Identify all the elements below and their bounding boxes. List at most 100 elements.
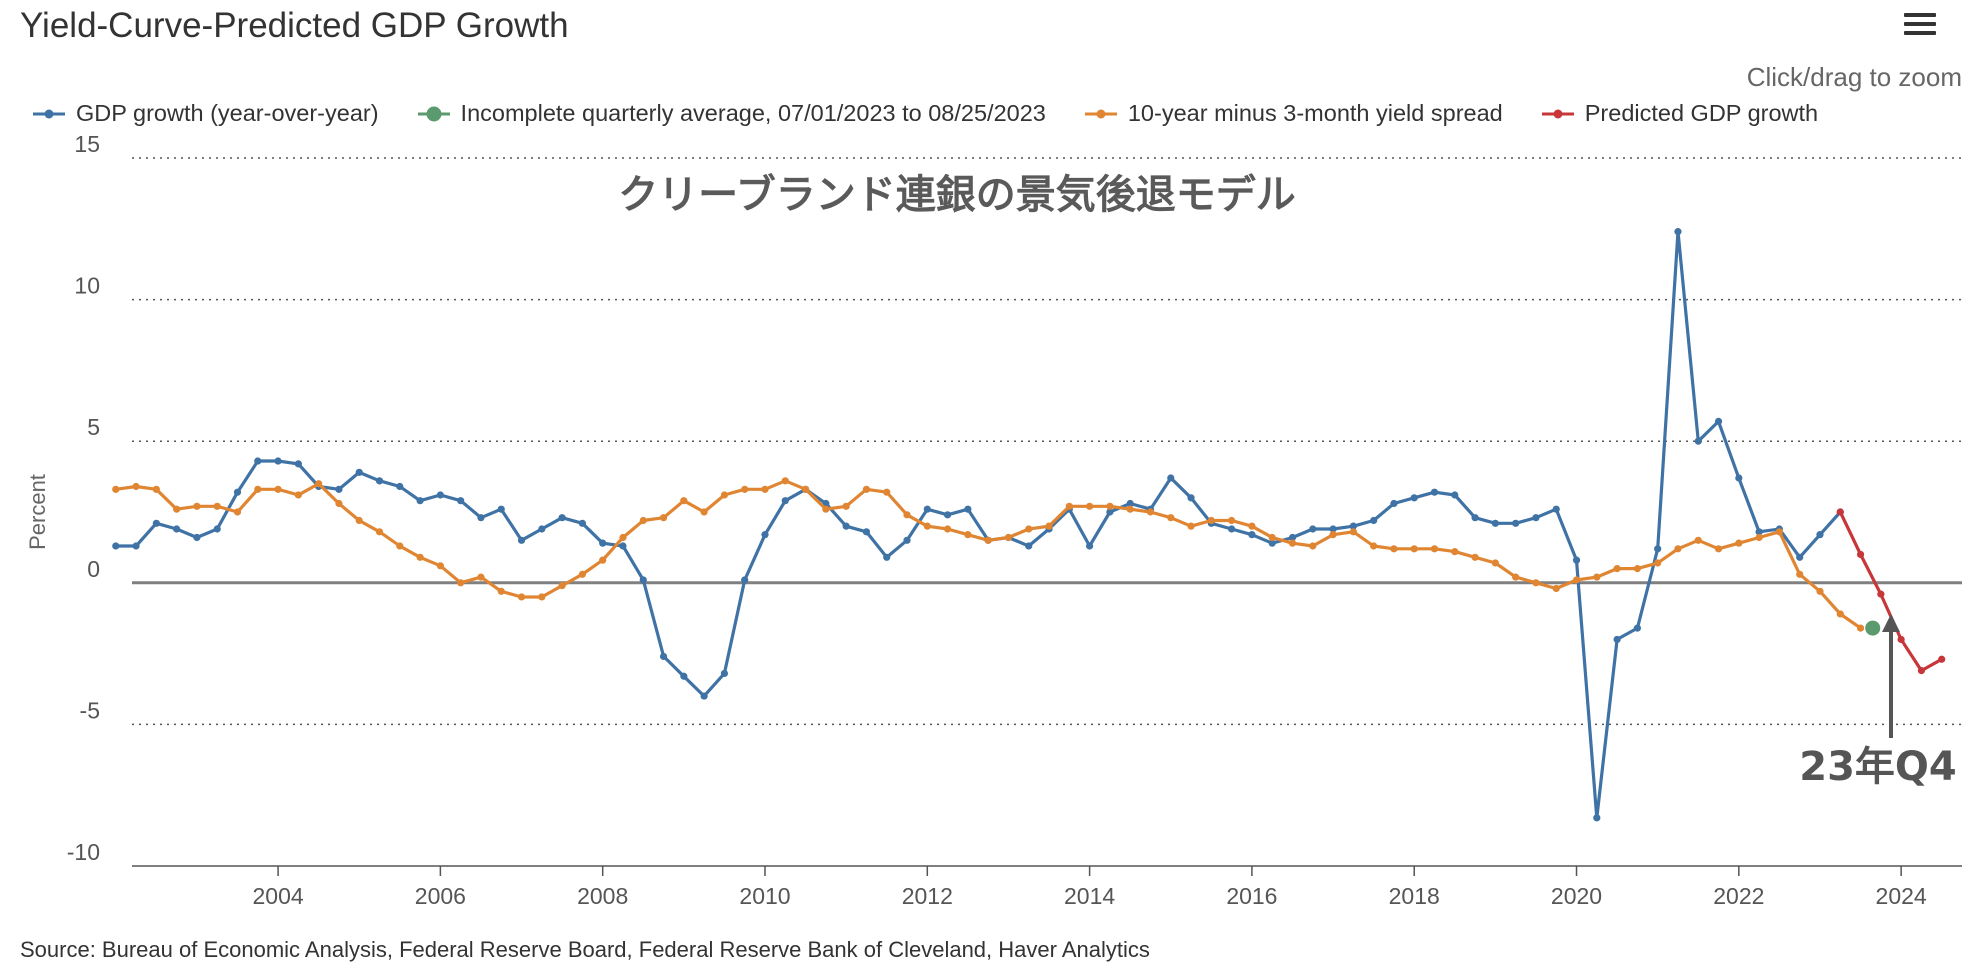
data-point-gdp-growth (538, 525, 546, 533)
x-tick-label: 2008 (577, 883, 628, 909)
data-point-yield-spread (315, 480, 323, 488)
data-point-yield-spread (538, 593, 546, 601)
data-point-gdp-growth (1512, 519, 1520, 527)
data-point-incomplete-average (1865, 620, 1881, 636)
x-tick-label: 2022 (1713, 883, 1764, 909)
data-point-yield-spread (436, 562, 444, 570)
data-point-predicted-gdp (1836, 508, 1844, 516)
series-line-gdp-growth (115, 230, 1842, 820)
data-point-gdp-growth (254, 457, 262, 465)
data-point-yield-spread (152, 485, 160, 493)
data-point-gdp-growth (1451, 491, 1459, 499)
y-tick-label: 0 (87, 556, 100, 582)
data-point-gdp-growth (1248, 531, 1256, 539)
data-point-gdp-growth (781, 497, 789, 505)
x-tick-label: 2018 (1389, 883, 1440, 909)
data-point-yield-spread (1207, 516, 1215, 525)
data-point-gdp-growth (132, 542, 140, 550)
data-point-gdp-growth (193, 533, 201, 542)
data-point-gdp-growth (599, 539, 607, 547)
data-point-gdp-growth (1816, 531, 1824, 539)
data-point-yield-spread (903, 511, 911, 519)
data-point-yield-spread (1146, 508, 1155, 516)
data-point-gdp-growth (1187, 494, 1195, 502)
legend-marker-gdp-growth (33, 109, 65, 118)
data-point-gdp-growth (1167, 474, 1175, 482)
data-point-gdp-growth (375, 477, 384, 485)
data-point-yield-spread (700, 508, 708, 516)
legend-item-incomplete-average[interactable]: Incomplete quarterly average, 07/01/2023… (417, 100, 1046, 127)
data-point-yield-spread (943, 525, 952, 533)
data-point-gdp-growth (396, 482, 404, 491)
annotation-label: 23年Q4 (1799, 744, 1957, 790)
data-point-gdp-growth (1370, 516, 1378, 525)
source-note: Source: Bureau of Economic Analysis, Fed… (20, 937, 1150, 962)
data-point-gdp-growth (517, 536, 526, 544)
data-point-gdp-growth (1674, 228, 1682, 236)
data-point-predicted-gdp (1938, 655, 1946, 663)
chart-title: クリーブランド連銀の景気後退モデル (618, 172, 1296, 218)
hamburger-menu-icon[interactable] (1898, 8, 1942, 48)
legend-item-predicted-gdp[interactable]: Predicted GDP growth (1541, 100, 1818, 127)
data-point-gdp-growth (1390, 499, 1398, 508)
data-point-yield-spread (112, 485, 120, 493)
y-tick-label: 10 (74, 273, 100, 299)
data-point-gdp-growth (335, 485, 343, 493)
chart-legend: GDP growth (year-over-year) Incomplete q… (32, 100, 1856, 127)
data-point-yield-spread (781, 477, 789, 485)
data-point-yield-spread (1390, 545, 1398, 553)
annotation-arrow-head (1881, 613, 1900, 632)
data-point-gdp-growth (659, 652, 668, 661)
data-point-yield-spread (193, 502, 201, 510)
data-point-gdp-growth (883, 553, 891, 561)
data-point-yield-spread (213, 502, 221, 510)
data-point-gdp-growth (1654, 545, 1662, 553)
data-point-yield-spread (1674, 545, 1682, 553)
data-point-yield-spread (761, 485, 769, 493)
legend-item-yield-spread[interactable]: 10-year minus 3-month yield spread (1084, 100, 1503, 127)
series-line-yield-spread (115, 479, 1862, 630)
data-point-yield-spread (883, 488, 891, 496)
data-point-gdp-growth (233, 488, 242, 496)
data-point-yield-spread (477, 573, 485, 581)
data-point-gdp-growth (1309, 525, 1317, 533)
data-point-yield-spread (842, 502, 850, 510)
data-point-yield-spread (1775, 528, 1784, 536)
data-point-gdp-growth (457, 497, 465, 505)
data-point-yield-spread (599, 556, 607, 564)
x-tick-label: 2012 (902, 883, 953, 909)
grid-lines (132, 157, 1962, 726)
page-title: Yield-Curve-Predicted GDP Growth (20, 6, 569, 45)
data-point-yield-spread (1654, 559, 1662, 567)
data-point-yield-spread (659, 514, 668, 522)
data-point-gdp-growth (1086, 542, 1094, 550)
data-point-yield-spread (1167, 514, 1175, 522)
menu-bar (1904, 13, 1936, 17)
menu-bar (1904, 22, 1936, 26)
chart-plot[interactable]: 15 10 5 0 -5 -10 2004 2006 2008 2010 2012 2014 2016 2… (0, 0, 1984, 930)
data-point-gdp-growth (1552, 505, 1560, 513)
data-point-gdp-growth (761, 531, 769, 539)
data-point-yield-spread (416, 553, 424, 561)
data-point-gdp-growth (862, 528, 871, 536)
data-point-yield-spread (517, 593, 526, 601)
data-point-gdp-growth (1593, 814, 1601, 822)
x-tick-label: 2006 (415, 883, 466, 909)
data-point-yield-spread (1471, 553, 1479, 561)
legend-label: GDP growth (year-over-year) (76, 100, 379, 126)
data-point-yield-spread (1309, 542, 1317, 550)
data-point-gdp-growth (1796, 553, 1804, 561)
zoom-hint: Click/drag to zoom (1746, 62, 1962, 92)
data-point-predicted-gdp (1897, 635, 1905, 644)
data-point-yield-spread (1268, 533, 1276, 542)
data-point-yield-spread (1512, 573, 1520, 581)
y-axis-label: Percent (25, 474, 50, 550)
data-point-yield-spread (1126, 505, 1134, 513)
legend-item-gdp-growth[interactable]: GDP growth (year-over-year) (32, 100, 379, 127)
data-point-yield-spread (1045, 522, 1053, 530)
data-point-gdp-growth (355, 468, 363, 476)
data-point-yield-spread (1430, 545, 1439, 553)
data-point-gdp-growth (1329, 525, 1337, 533)
data-point-yield-spread (1714, 545, 1723, 553)
data-point-gdp-growth (274, 457, 282, 465)
